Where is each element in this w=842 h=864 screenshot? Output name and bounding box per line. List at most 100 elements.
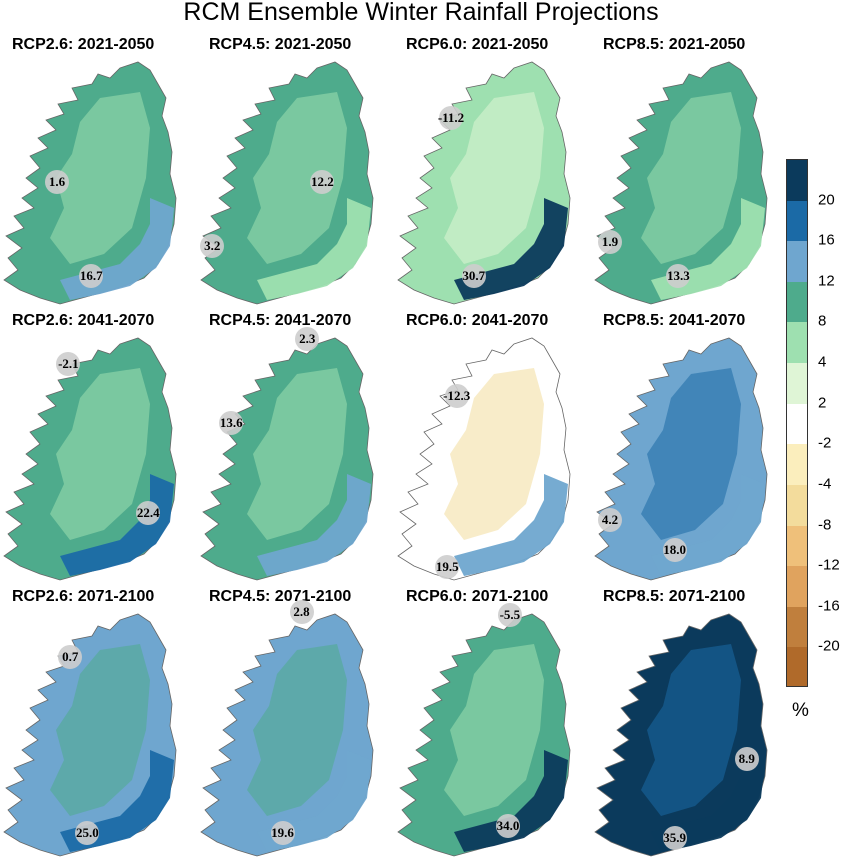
map-inland-region	[50, 644, 150, 816]
value-label: -5.5	[499, 606, 521, 622]
value-marker	[310, 170, 335, 194]
figure-title: RCM Ensemble Winter Rainfall Projections	[183, 0, 659, 26]
value-marker	[435, 555, 460, 580]
value-marker	[56, 351, 81, 376]
map-panel: RCP8.5: 2041-2070 4.2 18.0	[591, 312, 787, 588]
value-label: 30.7	[462, 268, 486, 284]
ireland-map	[200, 337, 374, 581]
map-inland-region	[50, 368, 150, 540]
value-marker	[734, 746, 759, 771]
colorbar-unit: %	[792, 700, 809, 721]
colorbar-segment	[787, 363, 807, 405]
map-panel: RCP6.0: 2021-2050 -11.2 30.7	[394, 36, 590, 312]
value-label: 18.0	[663, 541, 686, 557]
colorbar-tick-label: -12	[818, 556, 840, 574]
value-label: 25.0	[76, 825, 99, 841]
value-label: 19.5	[435, 559, 459, 575]
value-marker	[289, 600, 314, 625]
value-marker	[598, 508, 622, 532]
value-marker	[662, 537, 687, 562]
value-label: -11.2	[437, 109, 465, 125]
value-label: 35.9	[663, 830, 686, 846]
panel-title: RCP4.5: 2041-2070	[209, 312, 352, 329]
map-inland-region	[444, 92, 544, 264]
map-south-region	[454, 750, 568, 852]
ireland-map	[397, 613, 571, 857]
map-inland-region	[444, 644, 544, 816]
value-label: 3.2	[204, 238, 221, 254]
map-south-region	[60, 474, 174, 576]
value-label: 16.7	[79, 268, 103, 284]
ireland-map	[397, 61, 571, 305]
colorbar	[786, 159, 808, 687]
colorbar-tick-label: 2	[818, 394, 827, 412]
ireland-map	[594, 613, 768, 857]
map-south-region	[454, 474, 568, 576]
value-label: 1.6	[48, 174, 66, 189]
value-marker	[598, 229, 622, 254]
panel-title: RCP4.5: 2071-2100	[209, 588, 352, 605]
panel-title: RCP6.0: 2071-2100	[406, 588, 549, 605]
map-panel: RCP2.6: 2021-2050 1.6 16.7	[0, 36, 196, 312]
value-label: -12.3	[443, 388, 471, 403]
colorbar-tick-label: -4	[818, 475, 832, 493]
value-label: 13.3	[667, 268, 690, 284]
value-marker	[219, 411, 244, 436]
value-marker	[497, 602, 522, 627]
value-label: 2.3	[299, 330, 316, 346]
map-panel: RCP6.0: 2071-2100 -5.5 34.0	[394, 588, 590, 864]
colorbar-tick-label: -8	[818, 516, 832, 534]
panel-title: RCP4.5: 2021-2050	[209, 36, 352, 53]
map-inland-region	[641, 368, 741, 540]
map-inland-region	[641, 644, 741, 816]
map-south-region	[257, 474, 371, 576]
value-marker	[136, 500, 161, 525]
panel-title: RCP2.6: 2021-2050	[12, 36, 155, 53]
ireland-map	[594, 61, 768, 305]
colorbar-segment	[787, 444, 807, 486]
value-marker	[439, 105, 463, 130]
value-label: 0.7	[62, 649, 79, 665]
colorbar-segment	[787, 606, 807, 648]
panel-title: RCP8.5: 2041-2070	[603, 312, 746, 329]
ireland-map	[200, 61, 374, 305]
colorbar-segment	[787, 647, 807, 686]
value-label: 19.6	[271, 825, 294, 841]
ireland-map	[3, 337, 177, 581]
ireland-map	[397, 337, 571, 581]
map-inland-region	[247, 368, 347, 540]
colorbar-segment	[787, 241, 807, 283]
value-marker	[666, 264, 691, 289]
value-label: 22.4	[136, 504, 160, 520]
value-label: 1.9	[601, 233, 619, 249]
colorbar-segment	[787, 160, 807, 202]
map-panel: RCP4.5: 2071-2100 2.8 19.6	[197, 588, 393, 864]
map-panel: RCP8.5: 2021-2050 1.9 13.3	[591, 36, 787, 312]
colorbar-segment	[787, 281, 807, 323]
ireland-map	[594, 337, 768, 581]
value-marker	[200, 234, 225, 259]
colorbar-segment	[787, 566, 807, 608]
colorbar-segment	[787, 200, 807, 242]
colorbar-segment	[787, 403, 807, 445]
value-marker	[295, 326, 320, 351]
map-panel: RCP6.0: 2041-2070 -12.3 19.5	[394, 312, 590, 588]
value-marker	[444, 384, 469, 408]
map-inland-region	[247, 644, 347, 816]
value-label: 34.0	[496, 817, 520, 833]
colorbar-tick-label: 16	[818, 231, 835, 249]
value-label: -2.1	[58, 355, 79, 371]
colorbar-tick-label: 20	[818, 191, 835, 209]
panel-title: RCP6.0: 2021-2050	[406, 36, 549, 53]
panel-title: RCP2.6: 2071-2100	[12, 588, 155, 605]
ireland-map	[3, 613, 177, 857]
map-inland-region	[247, 92, 347, 264]
panel-title: RCP6.0: 2041-2070	[406, 312, 549, 329]
value-marker	[79, 264, 104, 289]
value-marker	[496, 813, 520, 838]
colorbar-tick-label: 12	[818, 272, 835, 290]
colorbar-tick-label: 4	[818, 353, 827, 371]
map-panel: RCP4.5: 2021-2050 12.2 3.2	[197, 36, 393, 312]
value-marker	[662, 826, 687, 851]
colorbar-tick-label: -16	[818, 597, 840, 615]
